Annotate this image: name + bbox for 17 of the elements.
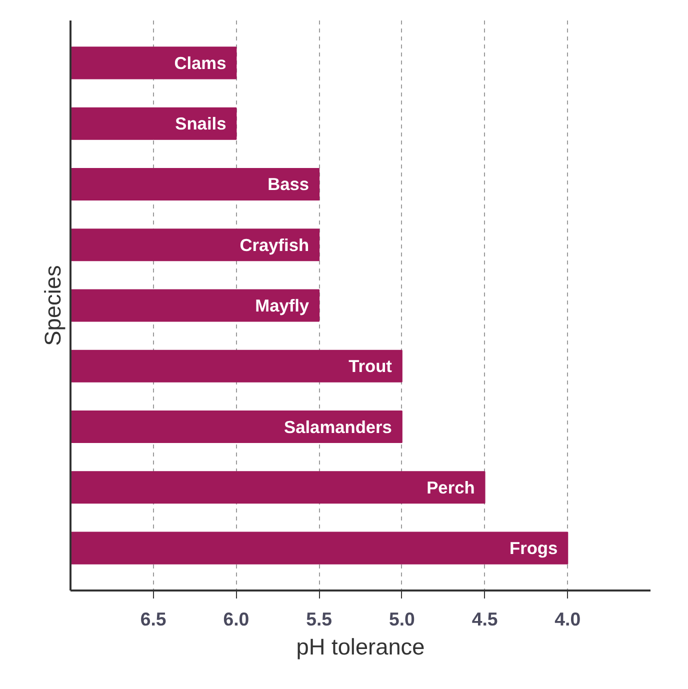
y-tick-label: Perch [426, 477, 475, 498]
x-tick-label: 5.0 [388, 608, 415, 630]
y-tick-label: Bass [268, 174, 310, 194]
y-tick-label: Clams [174, 52, 226, 73]
x-tick-label: 4.0 [554, 608, 581, 630]
y-axis-title: Species [40, 265, 66, 346]
y-tick-label: Trout [348, 356, 392, 376]
x-tick-label: 6.5 [140, 608, 166, 630]
x-axis-title: pH tolerance [296, 634, 425, 660]
x-tick-label: 4.5 [472, 608, 498, 630]
y-tick-label: Crayfish [240, 234, 310, 255]
x-tick-label: 5.5 [306, 608, 332, 630]
y-tick-label: Mayfly [255, 296, 310, 316]
y-tick-label: Salamanders [284, 416, 392, 437]
x-tick-label: 6.0 [223, 608, 250, 630]
y-tick-label: Frogs [510, 538, 558, 558]
y-tick-label: Snails [175, 114, 226, 134]
